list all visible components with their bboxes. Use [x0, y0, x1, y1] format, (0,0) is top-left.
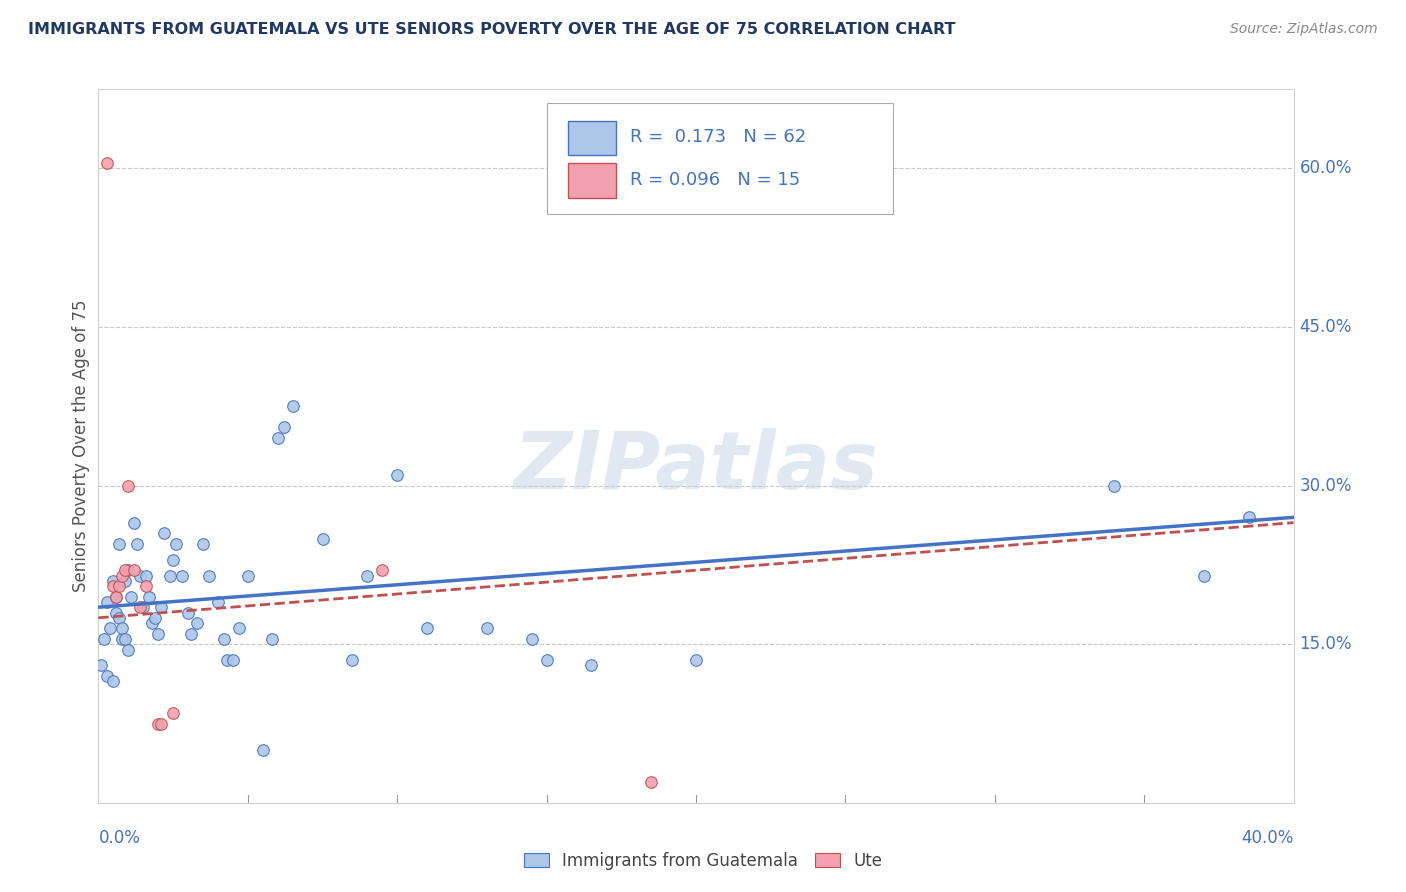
- Text: 40.0%: 40.0%: [1241, 830, 1294, 847]
- Point: [103, 674, 125, 689]
- Point: [148, 716, 170, 731]
- Point: [93, 632, 115, 646]
- Point: [416, 621, 439, 635]
- Point: [135, 579, 157, 593]
- Point: [124, 516, 146, 530]
- Point: [356, 568, 378, 582]
- Point: [114, 563, 136, 577]
- Point: [129, 568, 152, 582]
- Point: [105, 590, 128, 604]
- Point: [143, 611, 166, 625]
- Text: ZIPatlas: ZIPatlas: [513, 428, 879, 507]
- Point: [252, 743, 274, 757]
- Point: [180, 626, 202, 640]
- Y-axis label: Seniors Poverty Over the Age of 75: Seniors Poverty Over the Age of 75: [72, 300, 90, 592]
- Text: Source: ZipAtlas.com: Source: ZipAtlas.com: [1230, 22, 1378, 37]
- Point: [581, 658, 603, 673]
- Point: [215, 653, 238, 667]
- Point: [186, 616, 208, 631]
- Point: [1237, 510, 1260, 524]
- Point: [162, 706, 184, 720]
- Text: R =  0.173   N = 62: R = 0.173 N = 62: [630, 128, 807, 146]
- Point: [342, 653, 364, 667]
- Point: [108, 537, 131, 551]
- Point: [1104, 478, 1126, 492]
- Point: [177, 606, 200, 620]
- FancyBboxPatch shape: [568, 120, 616, 155]
- Point: [111, 568, 134, 582]
- Point: [172, 568, 194, 582]
- Point: [132, 600, 155, 615]
- Text: IMMIGRANTS FROM GUATEMALA VS UTE SENIORS POVERTY OVER THE AGE OF 75 CORRELATION : IMMIGRANTS FROM GUATEMALA VS UTE SENIORS…: [28, 22, 956, 37]
- Point: [150, 716, 173, 731]
- Point: [96, 156, 118, 170]
- Point: [103, 579, 125, 593]
- Point: [273, 420, 295, 434]
- Point: [385, 468, 409, 483]
- Text: 30.0%: 30.0%: [1299, 476, 1353, 495]
- FancyBboxPatch shape: [547, 103, 893, 214]
- Point: [129, 600, 152, 615]
- Text: 0.0%: 0.0%: [98, 830, 141, 847]
- Point: [120, 590, 142, 604]
- Point: [1192, 568, 1215, 582]
- Point: [159, 568, 181, 582]
- Point: [114, 574, 136, 588]
- Point: [127, 537, 149, 551]
- Point: [236, 568, 259, 582]
- Point: [207, 595, 229, 609]
- Point: [114, 632, 136, 646]
- Point: [260, 632, 283, 646]
- Point: [475, 621, 498, 635]
- Point: [536, 653, 558, 667]
- Point: [212, 632, 235, 646]
- Point: [90, 658, 112, 673]
- FancyBboxPatch shape: [568, 163, 616, 198]
- Point: [117, 478, 139, 492]
- Point: [191, 537, 214, 551]
- Point: [165, 537, 187, 551]
- Point: [96, 595, 118, 609]
- Legend: Immigrants from Guatemala, Ute: Immigrants from Guatemala, Ute: [519, 847, 887, 875]
- Text: 15.0%: 15.0%: [1299, 635, 1353, 653]
- Point: [153, 526, 176, 541]
- Text: 45.0%: 45.0%: [1299, 318, 1353, 336]
- Point: [520, 632, 543, 646]
- Point: [111, 632, 134, 646]
- Point: [117, 642, 139, 657]
- Point: [267, 431, 290, 445]
- Point: [150, 600, 173, 615]
- Point: [138, 590, 160, 604]
- Point: [108, 611, 131, 625]
- Point: [371, 563, 394, 577]
- Point: [96, 669, 118, 683]
- Point: [108, 579, 131, 593]
- Point: [103, 574, 125, 588]
- Point: [162, 552, 184, 566]
- Point: [105, 590, 128, 604]
- Point: [124, 563, 146, 577]
- Point: [117, 563, 139, 577]
- Point: [148, 626, 170, 640]
- Text: 60.0%: 60.0%: [1299, 160, 1353, 178]
- Point: [111, 621, 134, 635]
- Point: [135, 568, 157, 582]
- Text: R = 0.096   N = 15: R = 0.096 N = 15: [630, 171, 800, 189]
- Point: [105, 606, 128, 620]
- Point: [640, 774, 662, 789]
- Point: [222, 653, 245, 667]
- Point: [141, 616, 163, 631]
- Point: [198, 568, 221, 582]
- Point: [98, 621, 122, 635]
- Point: [228, 621, 250, 635]
- Point: [281, 400, 304, 414]
- Point: [311, 532, 333, 546]
- Point: [685, 653, 707, 667]
